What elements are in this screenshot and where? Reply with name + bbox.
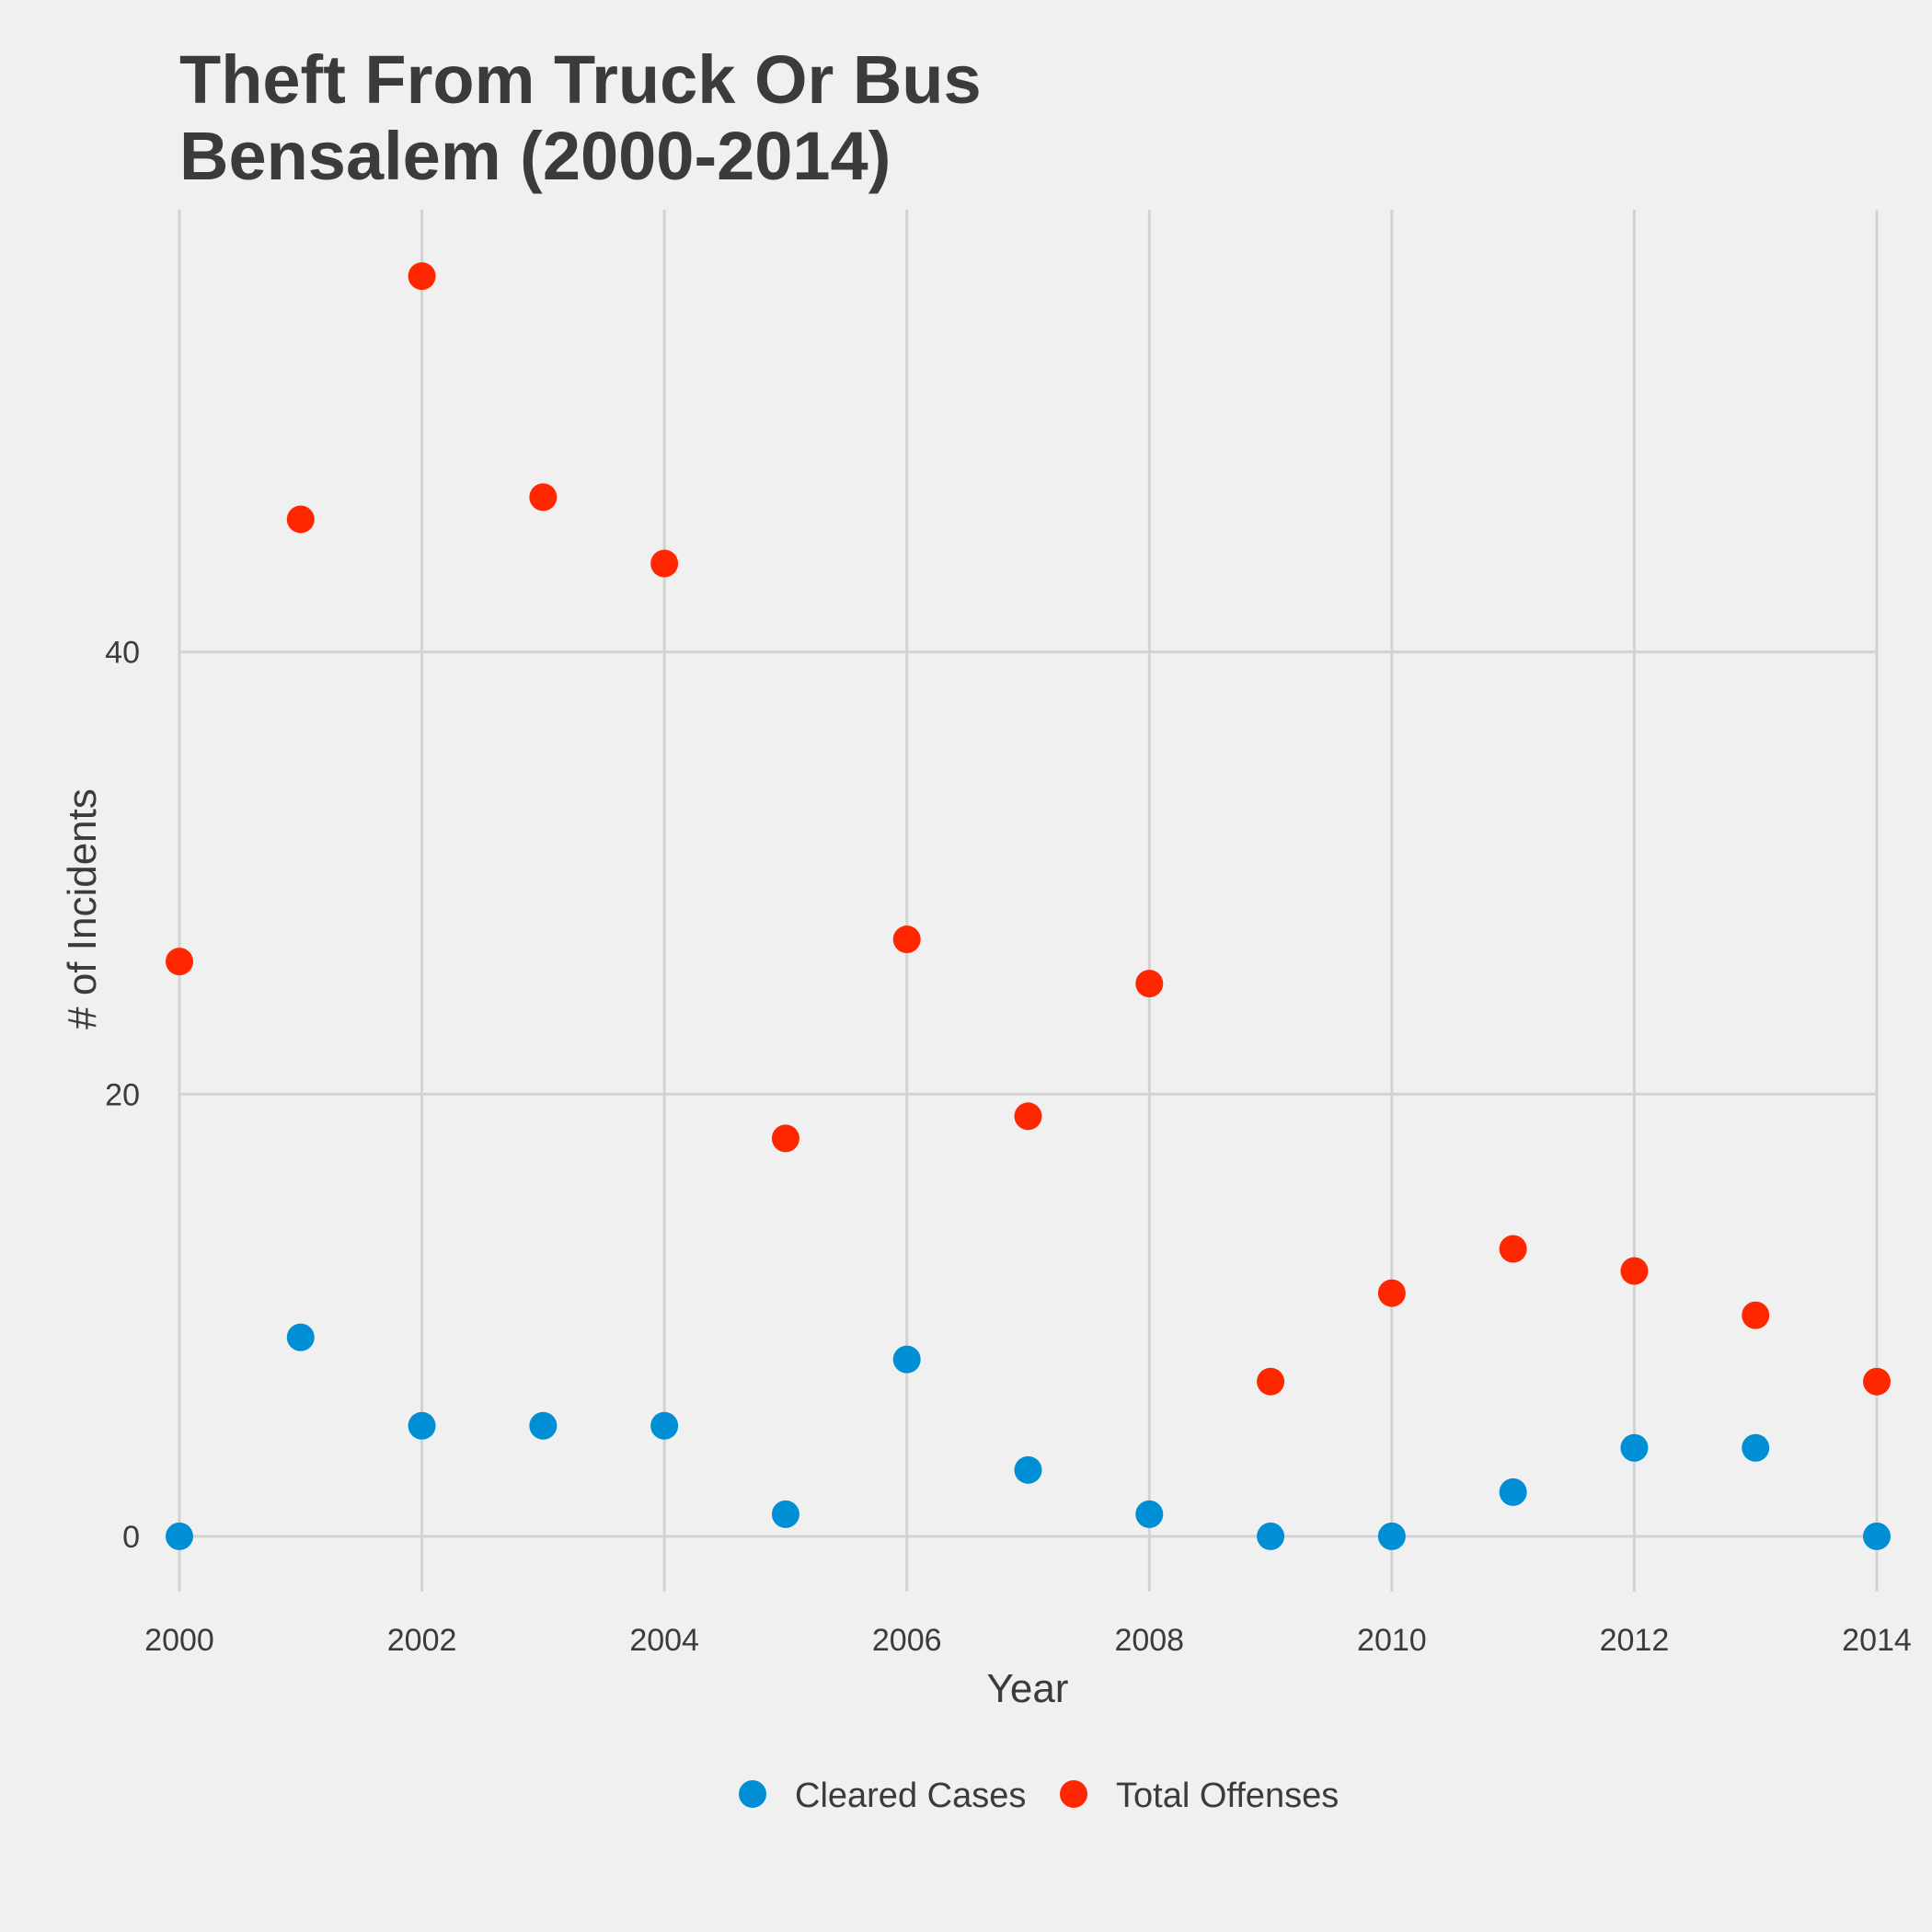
data-point [1135,970,1164,998]
series-cleared-cases [166,1323,1891,1550]
y-tick-label: 20 [105,1077,140,1112]
chart-title-line-1: Theft From Truck Or Bus [179,41,982,118]
data-point [408,262,436,291]
series-total-offenses [166,262,1891,1396]
data-point [1014,1455,1042,1484]
legend: Cleared Cases Total Offenses [739,1777,1339,1815]
x-tick-label: 2002 [387,1623,457,1658]
data-point [892,926,921,954]
data-point [166,1522,193,1550]
data-point [529,1411,558,1440]
y-tick-label: 40 [105,636,140,671]
data-point [166,948,193,976]
data-points [166,262,1891,1550]
data-point [1377,1522,1406,1550]
x-tick-label: 2008 [1114,1623,1184,1658]
data-point [529,483,558,512]
y-tick-labels: 0 20 40 [105,636,140,1555]
data-point [1257,1522,1285,1550]
y-tick-label: 0 [122,1520,140,1555]
data-point [408,1411,436,1440]
data-point [1257,1367,1285,1396]
legend-item: Cleared Cases [739,1777,1026,1815]
x-tick-label: 2004 [629,1623,699,1658]
y-axis-title: # of Incidents [60,788,105,1029]
x-axis-title: Year [987,1666,1069,1711]
data-point [1620,1257,1649,1285]
x-tick-label: 2010 [1357,1623,1427,1658]
legend-marker [739,1780,766,1808]
x-tick-labels: 2000 2002 2004 2006 2008 2010 2012 2014 [144,1623,1912,1658]
data-point [1499,1235,1527,1263]
legend-item: Total Offenses [1060,1777,1339,1815]
data-point [650,549,679,578]
x-tick-label: 2012 [1600,1623,1670,1658]
grid [178,210,1879,1592]
data-point [771,1124,799,1153]
legend-label: Cleared Cases [795,1777,1026,1815]
data-point [1863,1522,1891,1550]
data-point [1863,1367,1891,1396]
data-point [1499,1478,1527,1506]
legend-marker [1060,1780,1087,1808]
legend-label: Total Offenses [1116,1777,1339,1815]
data-point [1620,1433,1649,1462]
data-point [650,1411,679,1440]
data-point [1014,1102,1042,1131]
x-tick-label: 2006 [872,1623,942,1658]
x-tick-label: 2014 [1842,1623,1912,1658]
data-point [771,1500,799,1528]
x-tick-label: 2000 [144,1623,214,1658]
chart-title-line-2: Bensalem (2000-2014) [179,118,891,194]
data-point [1377,1279,1406,1307]
data-point [1135,1500,1164,1528]
data-point [1742,1301,1770,1329]
data-point [1742,1433,1770,1462]
data-point [286,505,315,534]
data-point [892,1345,921,1374]
data-point [286,1323,315,1351]
